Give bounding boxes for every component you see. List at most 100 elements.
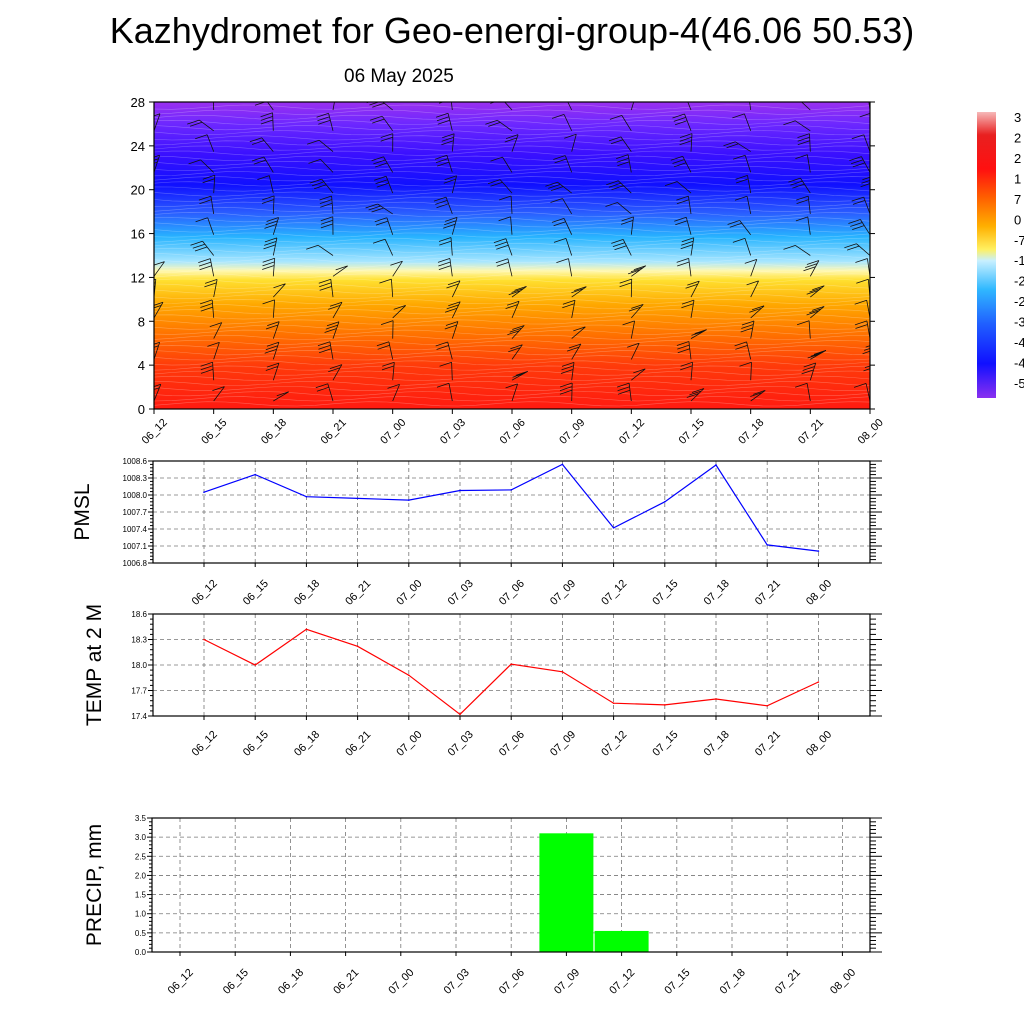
contour-line — [154, 217, 870, 223]
y-axis-label: PMSL — [71, 483, 94, 540]
x-tick-label: 07_18 — [718, 967, 748, 997]
contour-line — [154, 196, 870, 202]
contour-line — [154, 273, 870, 279]
wind-barb — [545, 181, 572, 194]
wind-barb — [265, 362, 280, 381]
wind-barb — [273, 391, 290, 402]
x-tick-label: 07_18 — [702, 578, 732, 608]
data-point — [612, 702, 615, 705]
wind-barb — [783, 245, 811, 256]
x-tick-label: 06_12 — [166, 967, 196, 997]
wind-barb — [262, 257, 276, 277]
wind-barb — [200, 361, 215, 381]
y-tick-label: 8 — [138, 314, 145, 329]
colorbar-label: 7 — [1014, 192, 1021, 207]
wind-barb — [785, 102, 811, 111]
wind-barb — [251, 156, 274, 173]
contour-line — [154, 201, 870, 207]
wind-barb — [324, 321, 340, 339]
y-axis-label: TEMP at 2 M — [83, 604, 106, 726]
contour-line — [154, 401, 870, 407]
wind-barb — [273, 283, 286, 298]
wind-barb — [679, 133, 693, 152]
x-tick-label: 07_00 — [394, 578, 424, 608]
wind-barb — [727, 220, 752, 235]
wind-barb — [390, 260, 403, 277]
data-point — [356, 645, 359, 648]
contour-line — [154, 160, 870, 166]
pmsl-panel: 1006.8 1007.1 1007.4 1007.7 1008.0 1008.3 1008… — [71, 457, 882, 608]
contour-line — [154, 350, 870, 356]
y-tick-label: 1007.1 — [123, 542, 148, 551]
wind-barb — [551, 114, 573, 131]
x-tick-label: 06_15 — [221, 967, 251, 997]
wind-barb — [553, 238, 573, 256]
wind-barb — [306, 139, 334, 152]
colorbar-label: -3 — [1014, 315, 1024, 330]
x-tick-label: 07_18 — [702, 729, 732, 759]
wind-barb — [320, 216, 334, 235]
wind-barb — [676, 341, 692, 360]
wind-barb — [749, 305, 765, 319]
wind-barb — [380, 133, 394, 152]
wind-barb — [328, 364, 343, 381]
data-point — [510, 663, 512, 665]
data-point — [715, 464, 717, 466]
wind-barb — [801, 362, 817, 381]
x-tick-label: 07_18 — [736, 417, 766, 447]
y-axis-label: PRECIP, mm — [83, 824, 106, 946]
wind-barb — [198, 195, 215, 214]
wind-barb — [567, 102, 573, 111]
wind-barb — [750, 390, 766, 402]
wind-barb — [690, 329, 707, 339]
wind-barb — [195, 134, 215, 152]
wind-barb — [849, 156, 870, 173]
chart-subtitle: 06 May 2025 — [344, 66, 454, 87]
wind-barb — [619, 278, 633, 298]
wind-barb — [154, 278, 157, 298]
contour-line — [154, 288, 870, 294]
wind-barb — [439, 361, 453, 381]
colorbar-label: -2 — [1014, 274, 1024, 289]
colorbar-label: 2 — [1014, 130, 1021, 145]
wind-barb — [611, 239, 632, 256]
wind-barb — [374, 217, 394, 235]
y-tick-label: 0 — [138, 402, 145, 417]
wind-barb — [550, 198, 573, 215]
contour-line — [154, 140, 870, 146]
wind-barb — [685, 280, 700, 298]
wind-barb — [723, 141, 751, 152]
wind-barb — [154, 341, 161, 360]
contour-line — [154, 391, 870, 397]
wind-barb — [434, 154, 453, 173]
wind-barb — [732, 238, 752, 256]
data-point — [408, 674, 410, 676]
y-tick-label: 18.3 — [131, 636, 147, 645]
contour-line — [154, 293, 870, 299]
x-tick-label: 07_03 — [446, 578, 476, 608]
data-point — [305, 628, 308, 631]
wind-barb — [504, 134, 519, 152]
x-tick-label: 07_21 — [753, 729, 783, 759]
x-tick-label: 06_18 — [292, 578, 322, 608]
data-point — [203, 638, 205, 641]
wind-barb — [746, 280, 759, 298]
contour-line — [154, 242, 870, 248]
x-tick-label: 07_00 — [394, 729, 424, 759]
wind-barb — [308, 159, 334, 173]
wind-barb — [627, 342, 640, 360]
data-point — [305, 495, 308, 498]
x-tick-label: 07_09 — [548, 729, 578, 759]
wind-barb — [605, 202, 632, 215]
wind-barb — [564, 133, 577, 152]
x-tick-label: 06_21 — [331, 967, 361, 997]
wind-barb — [207, 342, 220, 360]
wind-barb — [616, 154, 632, 173]
data-point — [459, 489, 461, 492]
wind-barb — [487, 179, 513, 194]
wind-barb — [204, 279, 218, 298]
x-tick-label: 06_12 — [140, 417, 170, 447]
colorbar-label: 2 — [1014, 151, 1021, 166]
x-tick-label: 08_00 — [804, 729, 834, 759]
